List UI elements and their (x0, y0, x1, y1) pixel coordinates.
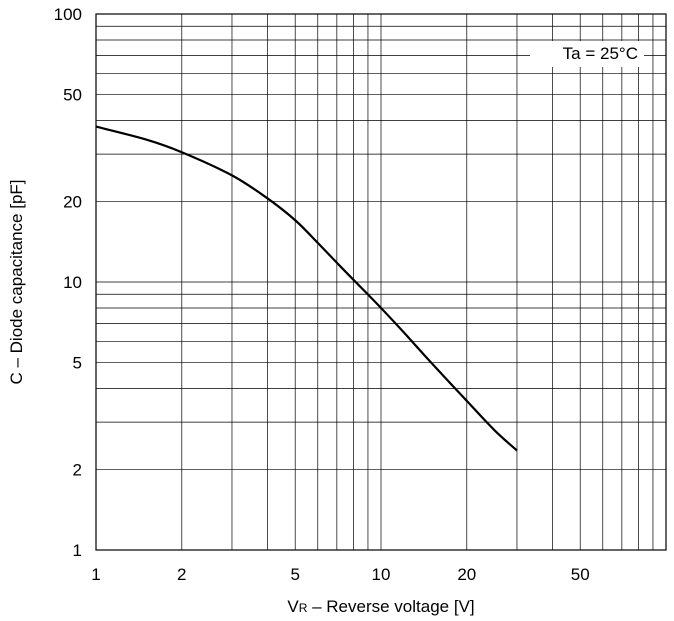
plot-frame (95, 13, 667, 551)
x-tick-label: 2 (177, 565, 186, 584)
x-tick-label: 1 (91, 565, 100, 584)
y-tick-labels: 1 2 5 10 20 50 100 (54, 5, 82, 560)
annotation-background (530, 41, 644, 67)
x-tick-label: 5 (290, 565, 299, 584)
grid-lines (96, 14, 666, 550)
x-tick-label: 20 (457, 565, 476, 584)
x-tick-labels: 1 2 5 10 20 50 (91, 565, 589, 584)
y-tick-label: 5 (73, 354, 82, 373)
y-axis-label: C – Diode capacitance [pF] (7, 179, 26, 384)
x-axis-label-symbol: V (287, 597, 299, 616)
x-axis-label-text: – Reverse voltage [V] (307, 597, 474, 616)
y-tick-label: 50 (63, 86, 82, 105)
x-tick-label: 10 (372, 565, 391, 584)
y-tick-label: 1 (73, 541, 82, 560)
x-axis-label: VR – Reverse voltage [V] (287, 597, 474, 616)
annotation-temperature: Ta = 25°C (563, 44, 638, 63)
x-axis-label-subscript: R (299, 601, 308, 615)
y-tick-label: 100 (54, 5, 82, 24)
series-line (95, 125, 518, 452)
y-tick-label: 2 (73, 460, 82, 479)
x-tick-label: 50 (571, 565, 590, 584)
y-tick-label: 10 (63, 273, 82, 292)
y-tick-label: 20 (63, 192, 82, 211)
